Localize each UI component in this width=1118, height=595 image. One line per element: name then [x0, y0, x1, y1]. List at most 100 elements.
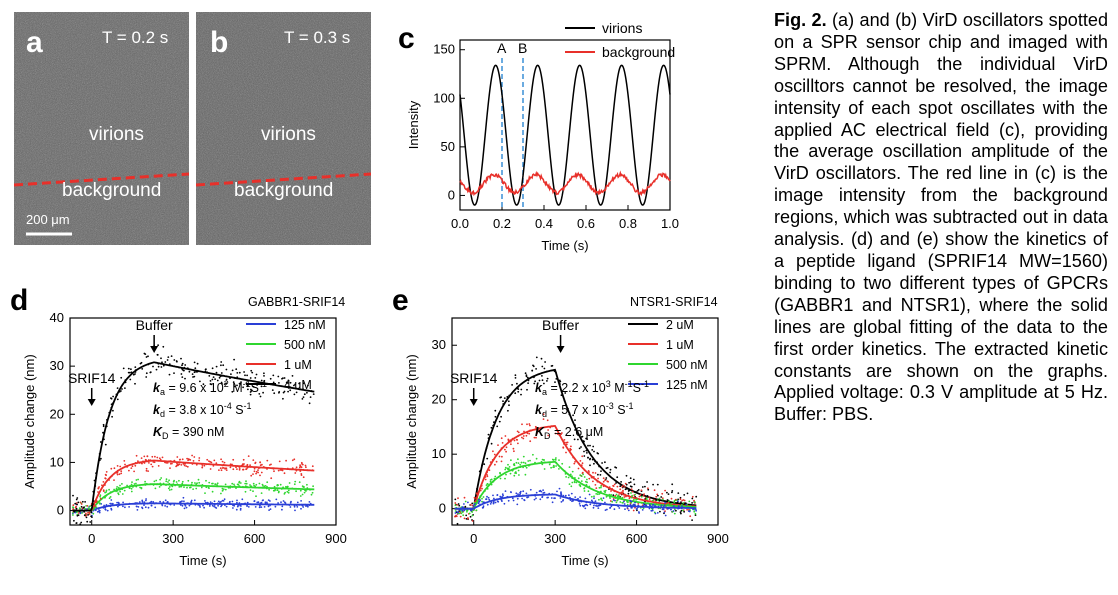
data-point — [541, 375, 543, 377]
data-point — [116, 473, 119, 476]
data-point — [529, 488, 532, 491]
data-point — [300, 500, 302, 502]
data-point — [80, 503, 83, 505]
data-point — [622, 491, 624, 494]
data-point — [681, 505, 683, 508]
legend-label: 4 uM — [284, 378, 312, 392]
data-point — [541, 365, 544, 368]
kd-part: k — [535, 403, 543, 417]
data-point — [180, 357, 182, 360]
data-point — [577, 438, 579, 441]
data-point — [515, 461, 518, 464]
data-point — [287, 390, 289, 393]
data-point — [99, 495, 101, 498]
data-point — [499, 472, 501, 475]
data-point — [183, 369, 185, 372]
data-point — [75, 502, 78, 504]
data-point — [126, 484, 128, 487]
data-point — [509, 472, 512, 475]
data-point — [512, 499, 515, 502]
data-point — [180, 485, 183, 488]
data-point — [266, 501, 268, 504]
data-point — [648, 507, 651, 510]
data-point — [164, 361, 167, 363]
data-point — [209, 501, 212, 503]
data-point — [180, 373, 183, 375]
data-point — [102, 425, 105, 428]
boundary-line — [14, 172, 189, 187]
KD-part: = 2.6 μM — [551, 425, 604, 439]
data-point — [167, 481, 169, 483]
chart-e: e 0 300 600 900 0 10 20 30 Time (s) Amplitude chan… — [392, 284, 729, 568]
data-point — [102, 423, 105, 426]
data-point — [470, 509, 473, 512]
data-point — [586, 438, 588, 440]
data-point — [81, 500, 84, 503]
data-point — [172, 480, 175, 483]
data-point — [124, 506, 126, 509]
data-point — [588, 493, 591, 496]
data-point — [623, 496, 626, 498]
data-point — [73, 519, 75, 522]
data-point — [615, 493, 618, 496]
data-point — [266, 481, 269, 484]
data-point — [171, 485, 174, 488]
data-point — [110, 467, 113, 470]
data-point — [205, 479, 207, 482]
data-point — [501, 442, 504, 444]
data-point — [601, 462, 603, 464]
data-point — [296, 506, 299, 508]
data-point — [178, 479, 180, 482]
data-point — [212, 376, 215, 378]
data-point — [278, 382, 280, 384]
data-point — [504, 468, 507, 471]
data-point — [249, 377, 252, 379]
data-point — [283, 501, 286, 504]
chart-c: c 0.0 0.2 0.4 0.6 0.8 1.0 0 50 100 150 Time (s) Inte… — [398, 20, 679, 253]
data-point — [156, 456, 159, 459]
data-point — [602, 477, 605, 480]
data-point — [144, 506, 147, 509]
data-point — [127, 367, 130, 370]
data-point — [269, 508, 272, 510]
data-point — [620, 481, 622, 483]
data-point — [260, 379, 263, 382]
data-point — [102, 481, 105, 483]
data-point — [175, 360, 178, 362]
data-point — [84, 501, 86, 503]
data-point — [600, 485, 602, 487]
data-point — [181, 368, 184, 371]
data-point — [168, 373, 171, 376]
data-point — [588, 477, 591, 480]
data-point — [133, 483, 136, 485]
data-point — [222, 364, 225, 367]
data-point — [240, 381, 242, 384]
data-point — [631, 494, 633, 497]
data-point — [140, 457, 143, 459]
data-point — [621, 485, 624, 488]
data-point — [110, 502, 112, 505]
data-point — [660, 496, 663, 498]
data-point — [311, 491, 314, 494]
data-point — [202, 383, 205, 386]
data-point — [564, 392, 567, 394]
data-point — [505, 446, 508, 449]
data-point — [157, 344, 160, 347]
data-point — [499, 477, 502, 480]
data-point — [683, 494, 686, 496]
data-point — [488, 498, 491, 501]
data-point — [487, 433, 490, 436]
data-point — [269, 377, 272, 380]
data-point — [673, 499, 676, 502]
data-point — [677, 505, 680, 507]
data-point — [632, 503, 635, 506]
data-point — [104, 508, 107, 511]
data-point — [642, 507, 645, 510]
panel-b-image: b T = 0.3 s virions background — [196, 12, 371, 245]
data-point — [155, 368, 158, 371]
annotation-label: Buffer — [136, 317, 173, 333]
data-point — [594, 484, 597, 486]
data-point — [213, 500, 216, 503]
data-point — [162, 501, 165, 503]
data-point — [105, 504, 108, 506]
